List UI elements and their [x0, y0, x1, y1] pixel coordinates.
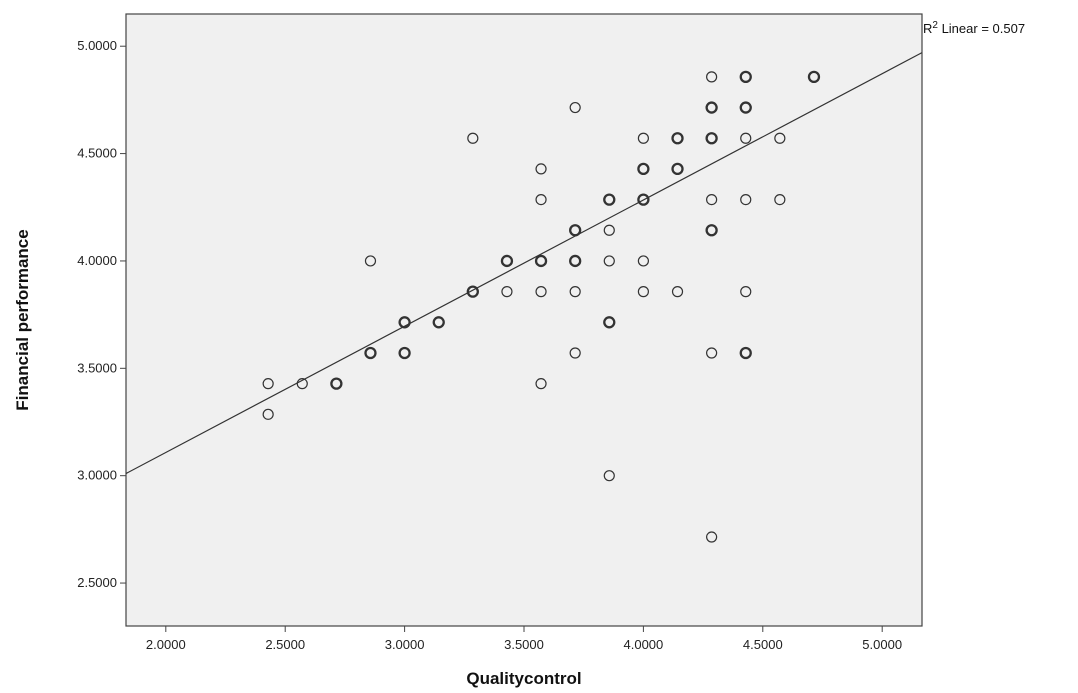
data-point	[637, 286, 649, 298]
data-point	[534, 254, 548, 268]
points-layer	[262, 70, 821, 543]
data-point	[774, 132, 786, 144]
data-point	[706, 347, 718, 359]
data-point	[740, 193, 752, 206]
data-point	[262, 408, 274, 420]
data-point	[637, 162, 650, 176]
data-point	[364, 255, 377, 267]
data-point	[398, 346, 411, 360]
x-tick-label-4: 4.0000	[624, 637, 664, 652]
x-tick-label-5: 4.5000	[743, 637, 783, 652]
data-point	[739, 70, 752, 84]
data-point	[466, 285, 479, 298]
data-point	[603, 224, 615, 236]
data-point	[500, 254, 514, 268]
x-tick-label-2: 3.0000	[385, 637, 425, 652]
data-point	[535, 378, 547, 390]
data-point	[706, 71, 718, 83]
data-point	[296, 378, 308, 390]
y-tick-label-2: 3.5000	[77, 360, 117, 375]
data-point	[603, 193, 616, 206]
data-point	[671, 162, 684, 176]
y-tick-label-5: 5.0000	[77, 38, 117, 53]
data-point	[603, 255, 615, 267]
x-tick-label-0: 2.0000	[146, 637, 186, 652]
data-point	[535, 163, 547, 175]
data-point	[398, 316, 411, 329]
data-point	[774, 193, 786, 206]
data-point	[603, 316, 616, 329]
data-point	[501, 286, 513, 298]
data-point	[739, 346, 752, 360]
data-point	[569, 224, 582, 237]
data-point	[330, 377, 343, 390]
x-tick-label-6: 5.0000	[862, 637, 902, 652]
y-axis-title: Financial performance	[13, 229, 32, 410]
data-point	[740, 132, 752, 144]
data-point	[637, 193, 650, 206]
x-axis-title: Qualitycontrol	[466, 669, 581, 688]
data-point	[569, 101, 581, 114]
y-tick-label-4: 4.5000	[77, 146, 117, 161]
data-point	[671, 132, 684, 145]
fit-line	[125, 52, 923, 475]
y-tick-label-1: 3.0000	[77, 468, 117, 483]
data-point	[706, 193, 718, 206]
data-point	[467, 132, 479, 144]
plot-area	[125, 13, 923, 627]
r2-linear-label: R2 Linear = 0.507	[923, 20, 1025, 36]
data-point	[432, 316, 445, 329]
data-point	[262, 378, 274, 390]
data-point	[535, 286, 547, 298]
data-point	[535, 193, 547, 206]
data-point	[705, 224, 718, 237]
data-point	[671, 286, 684, 298]
y-axis: 2.5000 3.0000 3.5000 4.0000 4.5000 5.0000	[77, 38, 126, 590]
data-point	[740, 286, 752, 298]
data-point	[706, 531, 718, 543]
data-point	[705, 132, 718, 145]
data-point	[807, 70, 821, 84]
x-axis: 2.0000 2.5000 3.0000 3.5000 4.0000 4.5000 5.00…	[146, 626, 902, 652]
data-point	[603, 470, 615, 482]
data-point	[569, 254, 582, 268]
fit-line-layer	[125, 52, 923, 475]
x-tick-label-3: 3.5000	[504, 637, 544, 652]
data-point	[569, 347, 581, 359]
y-tick-label-0: 2.5000	[77, 575, 117, 590]
data-point	[569, 286, 581, 298]
y-tick-label-3: 4.0000	[77, 253, 117, 268]
data-point	[637, 255, 649, 267]
data-point	[637, 132, 649, 144]
data-point	[705, 101, 718, 114]
x-tick-label-1: 2.5000	[265, 637, 305, 652]
data-point	[364, 346, 377, 360]
data-point	[739, 101, 752, 114]
